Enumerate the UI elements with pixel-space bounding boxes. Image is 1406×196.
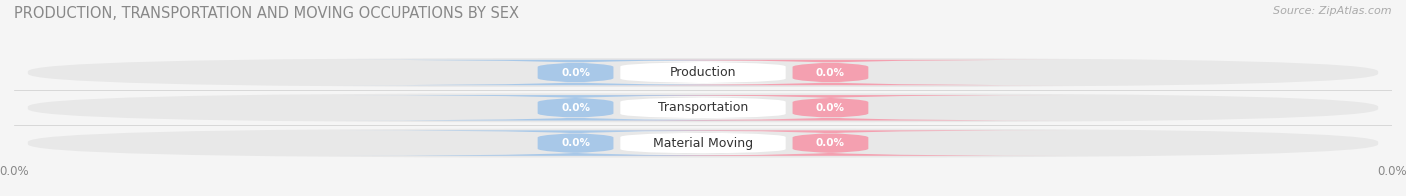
FancyBboxPatch shape [28, 93, 1378, 122]
FancyBboxPatch shape [593, 60, 1069, 85]
Text: Transportation: Transportation [658, 101, 748, 114]
FancyBboxPatch shape [337, 130, 813, 156]
Text: Source: ZipAtlas.com: Source: ZipAtlas.com [1274, 6, 1392, 16]
FancyBboxPatch shape [593, 130, 1069, 156]
Text: Production: Production [669, 66, 737, 79]
FancyBboxPatch shape [593, 95, 1069, 121]
Text: 0.0%: 0.0% [561, 138, 591, 148]
FancyBboxPatch shape [579, 132, 827, 154]
Text: 0.0%: 0.0% [561, 67, 591, 78]
Text: 0.0%: 0.0% [815, 138, 845, 148]
Text: 0.0%: 0.0% [815, 67, 845, 78]
Text: 0.0%: 0.0% [815, 103, 845, 113]
FancyBboxPatch shape [28, 58, 1378, 87]
FancyBboxPatch shape [337, 95, 813, 121]
Text: 0.0%: 0.0% [561, 103, 591, 113]
FancyBboxPatch shape [28, 129, 1378, 158]
FancyBboxPatch shape [579, 61, 827, 84]
FancyBboxPatch shape [579, 96, 827, 119]
FancyBboxPatch shape [337, 60, 813, 85]
Text: Material Moving: Material Moving [652, 137, 754, 150]
Text: PRODUCTION, TRANSPORTATION AND MOVING OCCUPATIONS BY SEX: PRODUCTION, TRANSPORTATION AND MOVING OC… [14, 6, 519, 21]
